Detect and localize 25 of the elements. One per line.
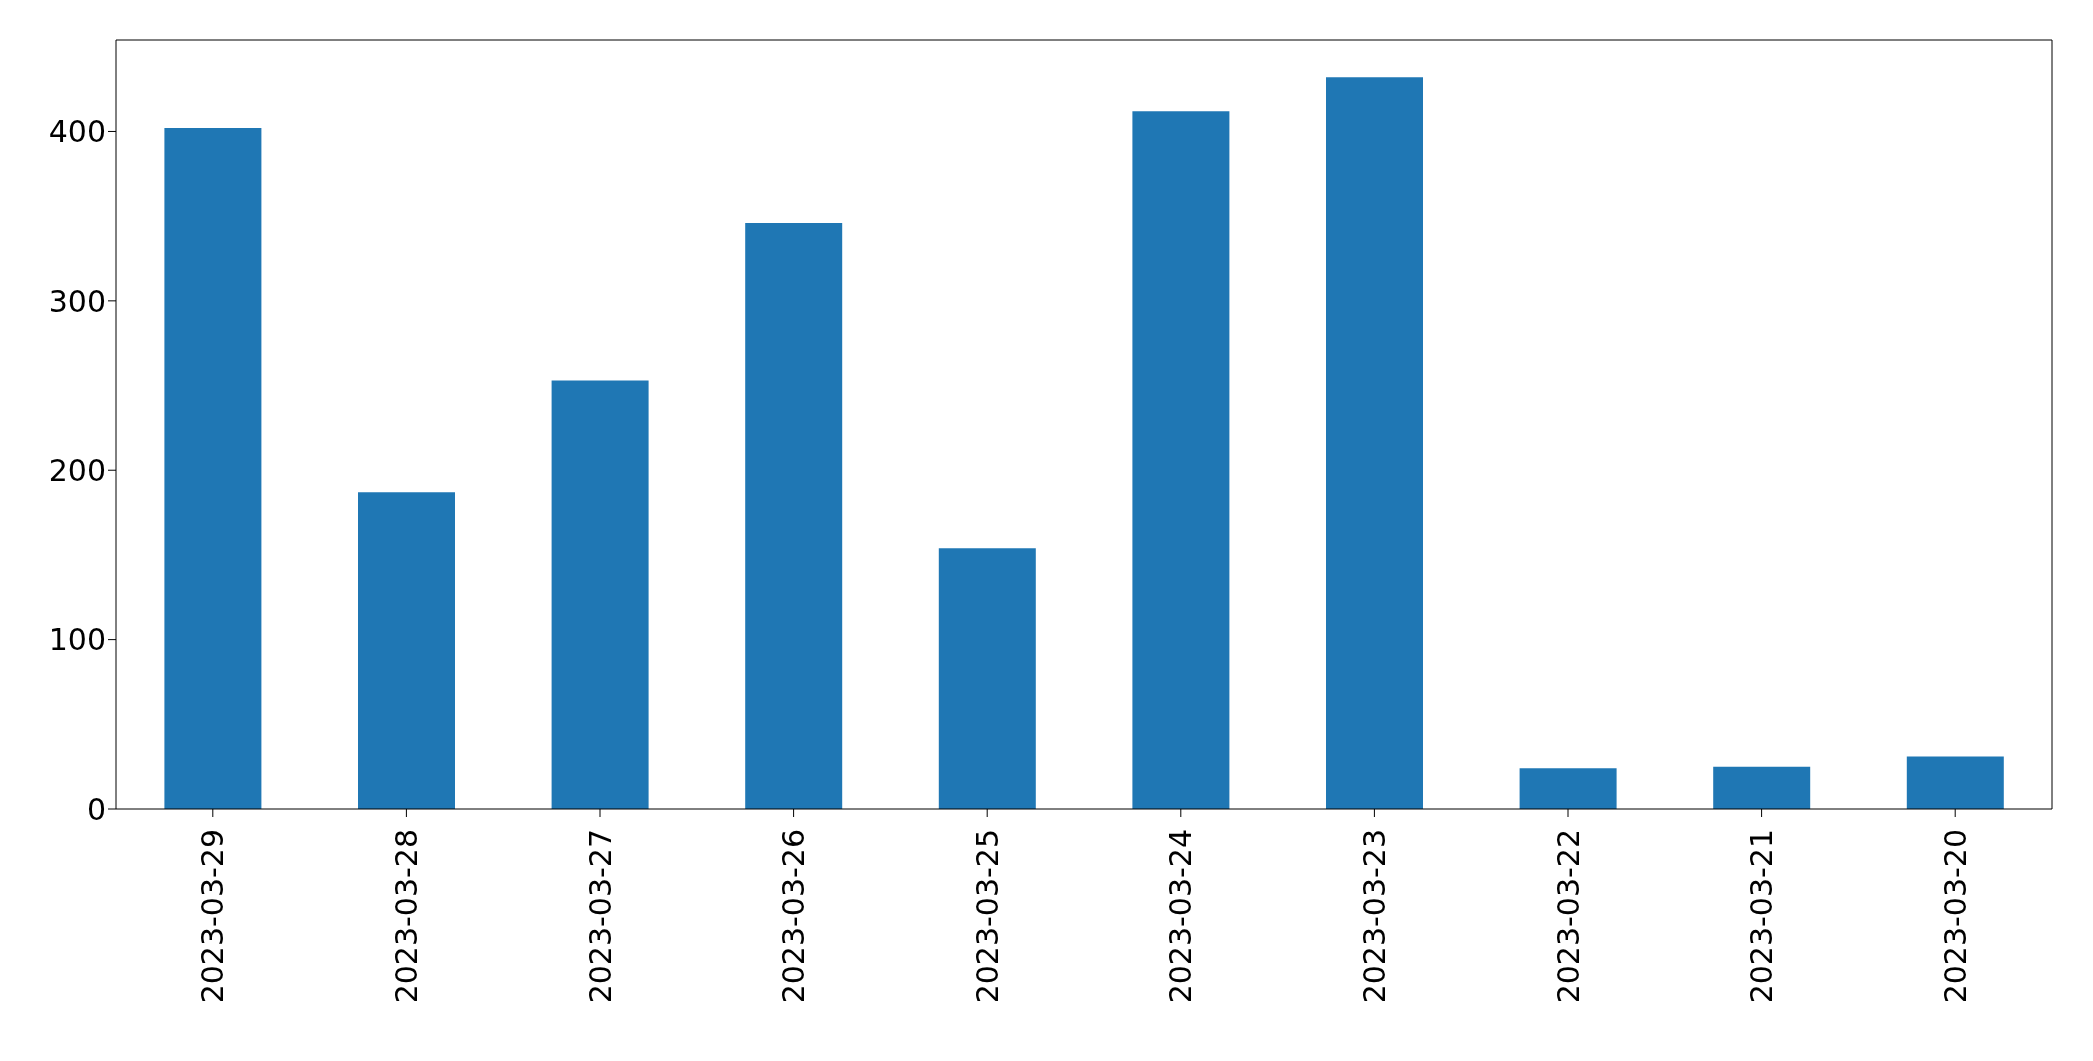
bar xyxy=(1906,756,2004,809)
bar xyxy=(745,222,843,809)
x-tick-label: 2023-03-20 xyxy=(1937,829,1973,1004)
y-tick-label: 200 xyxy=(48,452,106,488)
bar xyxy=(164,128,262,809)
bar xyxy=(1326,77,1423,809)
bar xyxy=(1519,768,1617,809)
y-tick-label: 300 xyxy=(48,283,106,319)
x-tick-label: 2023-03-23 xyxy=(1356,829,1392,1004)
x-tick-label: 2023-03-22 xyxy=(1550,829,1586,1004)
x-tick-label: 2023-03-21 xyxy=(1744,829,1780,1004)
x-tick-label: 2023-03-27 xyxy=(582,829,618,1004)
bar xyxy=(551,380,649,809)
bar xyxy=(1132,111,1230,809)
x-tick-label: 2023-03-26 xyxy=(776,829,812,1004)
x-tick-label: 2023-03-24 xyxy=(1163,829,1199,1004)
y-tick-label: 0 xyxy=(86,791,106,827)
x-tick-label: 2023-03-29 xyxy=(195,829,231,1004)
x-tick-label: 2023-03-28 xyxy=(388,829,424,1004)
bar xyxy=(938,548,1036,809)
y-tick-label: 100 xyxy=(48,622,106,658)
x-tick-label: 2023-03-25 xyxy=(969,829,1005,1004)
y-tick-label: 400 xyxy=(48,114,106,150)
bar xyxy=(1713,766,1811,809)
bar xyxy=(358,492,455,809)
